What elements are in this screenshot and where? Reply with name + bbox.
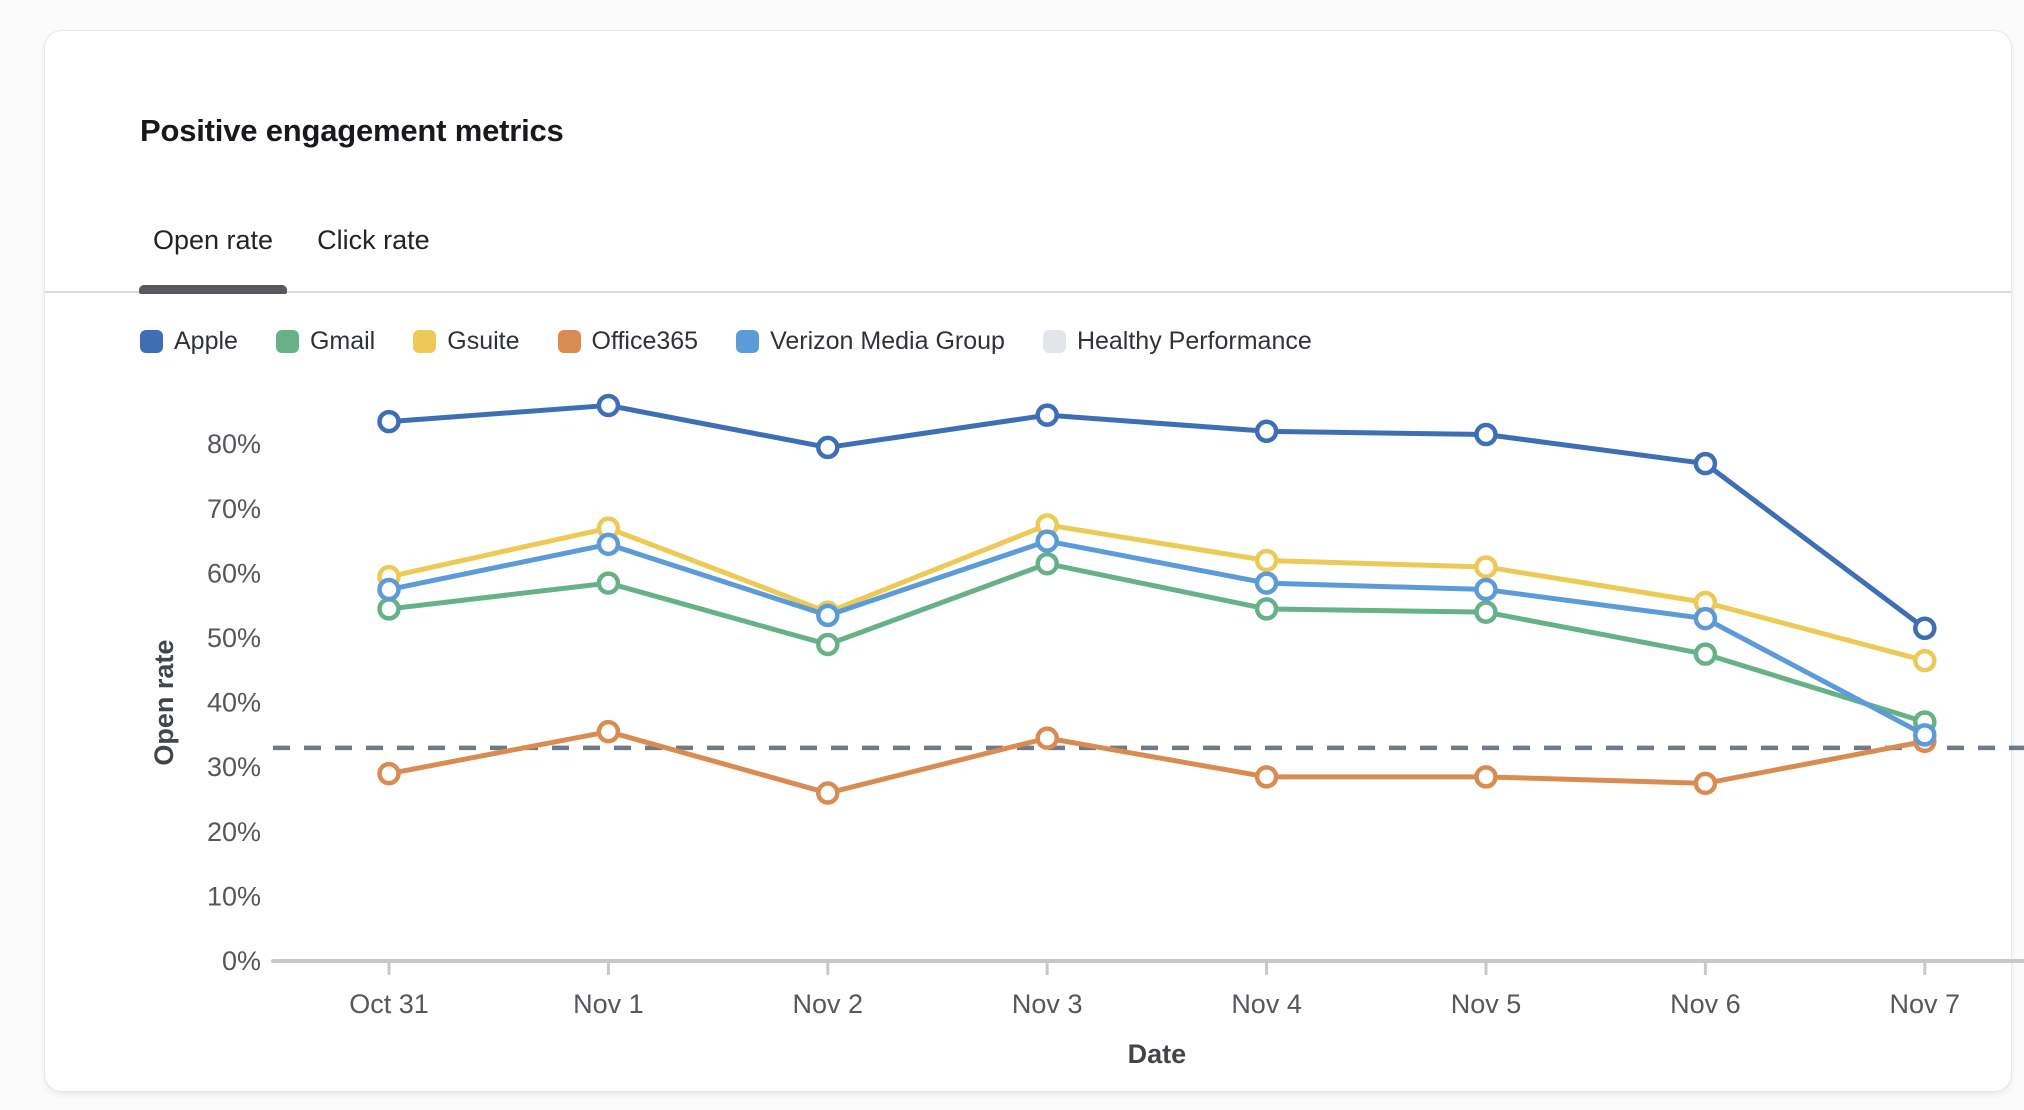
y-tick-label: 60%: [207, 558, 261, 588]
legend-item-gsuite[interactable]: Gsuite: [413, 327, 520, 356]
data-point[interactable]: [596, 532, 621, 557]
data-point[interactable]: [596, 719, 621, 744]
series-verizon-media-group: [377, 529, 1937, 747]
x-tick-label: Nov 5: [1451, 989, 1522, 1019]
data-point[interactable]: [596, 571, 621, 595]
data-point[interactable]: [1474, 600, 1498, 624]
data-point[interactable]: [1035, 726, 1059, 750]
x-tick-label: Nov 4: [1231, 989, 1302, 1019]
y-tick-label: 50%: [207, 623, 261, 653]
data-point[interactable]: [1693, 451, 1718, 476]
series-line: [386, 402, 1928, 631]
x-tick-label: Nov 3: [1012, 989, 1083, 1019]
data-point[interactable]: [1913, 723, 1937, 747]
legend-label: Apple: [174, 327, 238, 355]
y-tick-label: 20%: [207, 817, 261, 847]
legend-swatch: [140, 330, 163, 353]
data-point[interactable]: [1035, 529, 1059, 553]
metrics-card: Positive engagement metrics Open rate Cli…: [44, 30, 2024, 1092]
legend-label: Verizon Media Group: [770, 327, 1005, 355]
data-point[interactable]: [1254, 419, 1279, 444]
x-tick-label: Nov 2: [793, 989, 864, 1019]
data-point[interactable]: [1693, 771, 1718, 796]
data-point[interactable]: [1254, 548, 1279, 573]
data-point[interactable]: [1474, 577, 1498, 602]
tab-open-rate[interactable]: Open rate: [139, 211, 288, 294]
legend-swatch: [413, 330, 437, 353]
x-tick-label: Nov 6: [1670, 989, 1741, 1019]
data-point[interactable]: [816, 632, 840, 657]
open-rate-line-chart: Oct 31 Nov 1 Nov 2 Nov 3 Nov 4 Nov 5 Nov 6 Nov …: [149, 393, 2024, 1069]
legend-label: Gmail: [309, 327, 376, 355]
series-gmail: [377, 551, 1937, 734]
data-point[interactable]: [1474, 422, 1498, 447]
data-point[interactable]: [1693, 606, 1718, 631]
y-tick-label: 40%: [207, 688, 261, 718]
legend-item-apple[interactable]: Apple: [140, 327, 238, 356]
data-point[interactable]: [1474, 765, 1498, 789]
data-point[interactable]: [816, 435, 840, 460]
data-point[interactable]: [1913, 616, 1937, 641]
y-tick-label: 80%: [207, 429, 261, 459]
data-point[interactable]: [1254, 765, 1279, 789]
data-point[interactable]: [1693, 642, 1718, 666]
data-point[interactable]: [1254, 571, 1279, 595]
legend-swatch: [736, 330, 760, 353]
data-point[interactable]: [1035, 551, 1059, 576]
series-apple: [377, 393, 1937, 641]
data-point[interactable]: [1254, 597, 1279, 621]
series-line: [386, 729, 1928, 796]
data-point[interactable]: [377, 597, 401, 621]
series-line: [386, 561, 1928, 725]
legend-swatch: [1042, 330, 1066, 353]
data-point[interactable]: [1913, 648, 1937, 673]
chart-area: Oct 31 Nov 1 Nov 2 Nov 3 Nov 4 Nov 5 Nov 6 Nov …: [95, 381, 2024, 1091]
legend-label: Gsuite: [447, 327, 520, 355]
legend-item-healthy-performance[interactable]: Healthy Performance: [1042, 327, 1312, 356]
legend-label: Office365: [591, 327, 699, 355]
data-point[interactable]: [1474, 555, 1498, 579]
y-tick-label: 10%: [207, 881, 261, 911]
y-tick-label: 30%: [207, 752, 261, 782]
data-point[interactable]: [596, 393, 621, 418]
data-point[interactable]: [377, 577, 401, 602]
tabs-bar: Open rate Click rate: [45, 211, 2011, 294]
legend-swatch: [557, 330, 581, 353]
tab-click-rate[interactable]: Click rate: [317, 225, 430, 255]
legend-item-office365[interactable]: Office365: [557, 327, 699, 356]
y-axis-title: Open rate: [149, 640, 179, 766]
chart-legend: Apple Gmail Gsuite Office365 Verizon Media G…: [140, 327, 1312, 356]
tabs: Open rate Click rate: [139, 211, 2011, 294]
x-tick-label: Oct 31: [349, 989, 429, 1019]
data-point[interactable]: [816, 603, 840, 628]
x-tick-label: Nov 7: [1890, 989, 1961, 1019]
legend-item-verizon-media-group[interactable]: Verizon Media Group: [736, 327, 1005, 356]
legend-item-gmail[interactable]: Gmail: [275, 327, 376, 356]
x-tick-label: Nov 1: [573, 989, 644, 1019]
series-line: [386, 522, 1928, 664]
x-axis-title: Date: [1128, 1039, 1187, 1069]
data-point[interactable]: [1035, 403, 1059, 427]
legend-label: Healthy Performance: [1076, 327, 1312, 355]
series-line: [386, 538, 1928, 738]
data-point[interactable]: [377, 761, 401, 786]
series-office365: [377, 719, 1937, 805]
legend-swatch: [275, 330, 299, 353]
page-title: Positive engagement metrics: [140, 113, 564, 148]
y-tick-label: 70%: [207, 494, 261, 524]
y-tick-label: 0%: [222, 946, 261, 976]
data-point[interactable]: [816, 781, 840, 805]
data-point[interactable]: [377, 409, 401, 434]
